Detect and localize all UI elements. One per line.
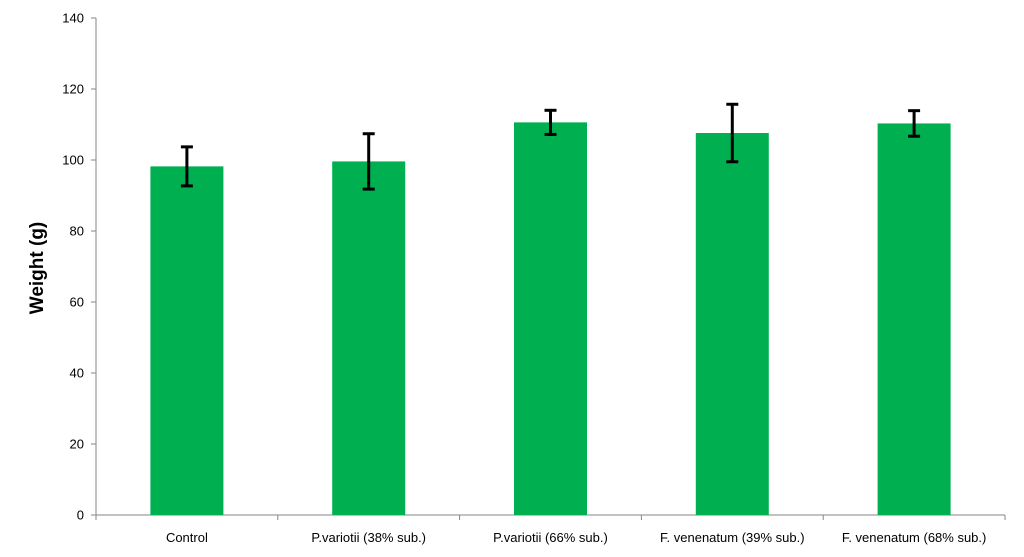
error-bar bbox=[180, 145, 193, 188]
x-tick-label: F. venenatum (68% sub.) bbox=[842, 530, 987, 545]
y-tick-label: 80 bbox=[70, 224, 84, 239]
y-axis-label: Weight (g) bbox=[27, 222, 48, 315]
error-bar bbox=[726, 102, 739, 164]
x-tick-label: Control bbox=[166, 530, 208, 545]
x-tick-label: F. venenatum (39% sub.) bbox=[660, 530, 805, 545]
y-tick-label: 100 bbox=[62, 153, 84, 168]
y-tick-label: 20 bbox=[70, 437, 84, 452]
x-tick-label: P.variotii (66% sub.) bbox=[493, 530, 608, 545]
error-bar bbox=[362, 132, 375, 191]
bar bbox=[514, 122, 587, 516]
y-tick-label: 120 bbox=[62, 82, 84, 97]
y-tick-label: 140 bbox=[62, 11, 84, 26]
bar bbox=[150, 166, 224, 515]
bar bbox=[695, 133, 769, 515]
y-tick-label: 40 bbox=[70, 366, 84, 381]
y-tick-label: 0 bbox=[77, 508, 84, 523]
error-bar bbox=[908, 109, 921, 138]
bar bbox=[877, 123, 951, 515]
error-bars bbox=[180, 102, 921, 191]
error-bar bbox=[544, 108, 557, 136]
x-axis: Control P.variotii (38% sub.) P.variotii (… bbox=[95, 514, 1006, 545]
x-tick-label: P.variotii (38% sub.) bbox=[311, 530, 426, 545]
y-tick-label: 60 bbox=[70, 295, 84, 310]
y-axis: 0 20 40 60 80 100 120 140 bbox=[62, 11, 97, 523]
bar bbox=[332, 161, 406, 516]
bars bbox=[150, 122, 951, 516]
